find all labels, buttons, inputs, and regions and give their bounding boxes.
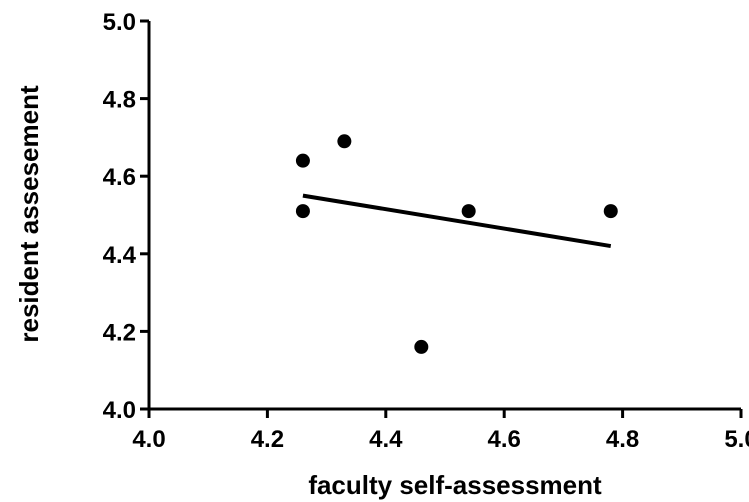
axes [147, 21, 741, 411]
x-tick-label: 4.4 [369, 426, 403, 453]
trendline-group [302, 193, 612, 249]
y-axis-ticks: 4.0 4.2 4.4 4.6 4.8 5.0 [103, 9, 149, 424]
y-axis-title: resident assesement [14, 85, 44, 343]
data-point [603, 204, 618, 219]
data-points [295, 134, 618, 354]
x-tick-label: 4.6 [488, 426, 521, 453]
x-axis-title: faculty self-assessment [308, 470, 602, 500]
y-tick-label: 4.0 [103, 397, 136, 424]
x-axis-ticks: 4.0 4.2 4.4 4.6 4.8 5.0 [132, 409, 749, 453]
y-tick-label: 4.2 [103, 319, 136, 346]
x-tick-label: 5.0 [724, 426, 749, 453]
data-point [337, 134, 352, 149]
data-point [461, 204, 476, 219]
x-tick-label: 4.2 [251, 426, 284, 453]
x-tick-label: 4.0 [132, 426, 165, 453]
y-tick-label: 4.8 [103, 87, 136, 114]
data-point [414, 339, 429, 354]
data-point [295, 153, 310, 168]
y-tick-label: 4.4 [103, 242, 137, 269]
data-point [295, 204, 310, 219]
y-tick-label: 4.6 [103, 164, 136, 191]
regression-line [302, 193, 612, 249]
x-tick-label: 4.8 [606, 426, 639, 453]
y-tick-label: 5.0 [103, 9, 136, 36]
